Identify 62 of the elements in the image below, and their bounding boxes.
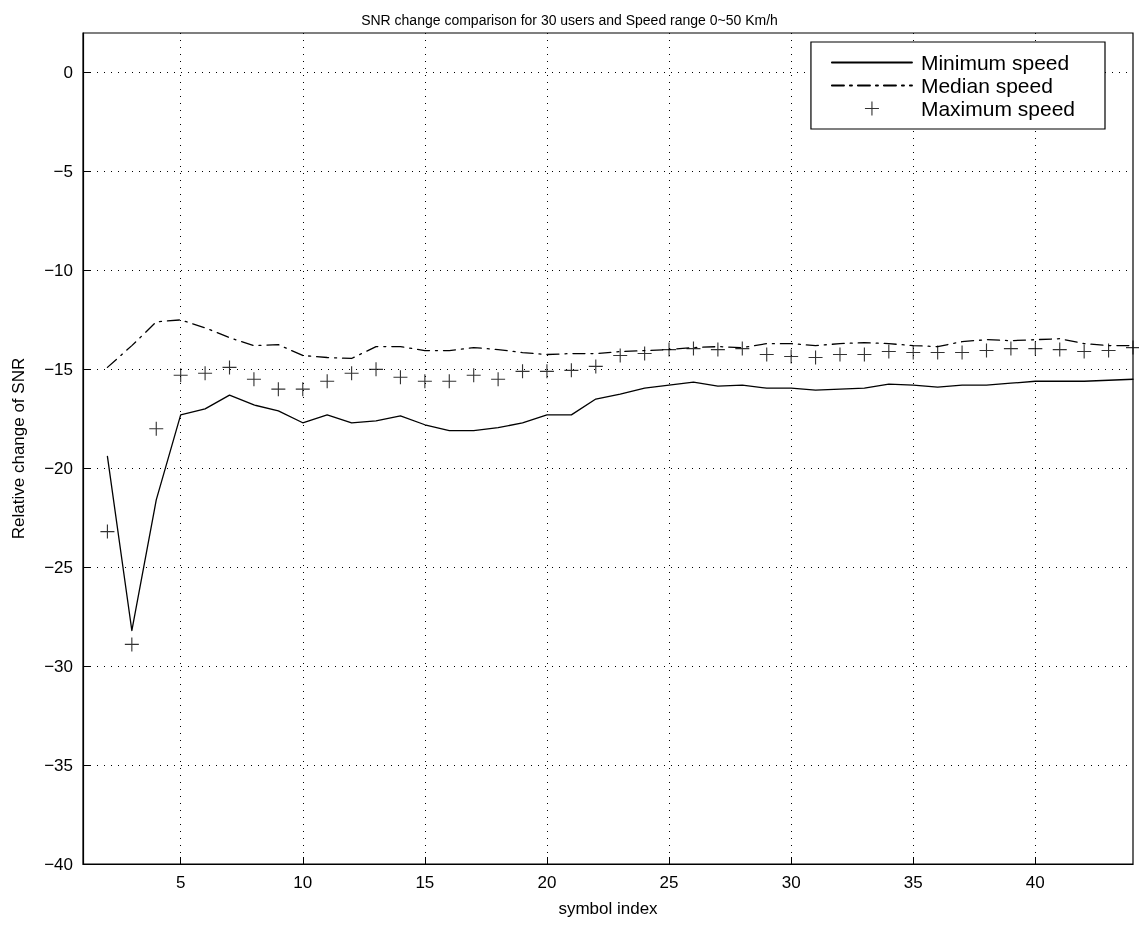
point — [369, 362, 384, 377]
point — [149, 421, 164, 436]
y-tick-label: −25 — [44, 557, 73, 577]
point — [198, 366, 213, 381]
legend-label: Median speed — [920, 74, 1053, 97]
point — [222, 360, 237, 375]
x-tick-label: 15 — [415, 873, 435, 892]
point — [1077, 344, 1092, 359]
point — [955, 345, 970, 360]
point — [539, 364, 554, 379]
point — [735, 341, 750, 356]
legend-label: Maximum speed — [920, 97, 1076, 120]
point — [393, 370, 408, 385]
point — [100, 524, 115, 539]
point — [1052, 342, 1067, 357]
point — [515, 364, 530, 379]
chart-title: SNR change comparison for 30 users and Speed range 0~50 Km/h — [361, 12, 778, 28]
point — [344, 366, 359, 381]
point — [173, 368, 188, 383]
point — [417, 374, 432, 389]
point — [662, 342, 677, 357]
x-axis-title: symbol index — [558, 899, 659, 918]
point — [466, 368, 481, 383]
point — [271, 382, 286, 397]
x-tick-label: 5 — [175, 873, 186, 892]
point — [295, 382, 310, 397]
point — [784, 349, 799, 364]
x-tick-label: 25 — [659, 873, 679, 892]
y-tick-label: −15 — [44, 359, 73, 379]
point — [857, 347, 872, 362]
y-axis-title: Relative change of SNR — [9, 357, 28, 540]
point — [588, 359, 603, 374]
y-tick-label: −20 — [44, 458, 73, 478]
y-tick-label: −10 — [44, 260, 73, 280]
x-tick-label: 40 — [1025, 873, 1045, 892]
point — [979, 343, 994, 358]
point — [124, 637, 139, 652]
point — [710, 342, 725, 357]
x-tick-label: 20 — [537, 873, 557, 892]
point — [832, 347, 847, 362]
y-tick-label: −35 — [44, 755, 73, 775]
y-tick-label: 0 — [63, 63, 73, 83]
point — [1028, 341, 1043, 356]
x-tick-label: 30 — [781, 873, 801, 892]
y-tick-label: −5 — [53, 162, 73, 181]
point — [808, 350, 823, 365]
point — [491, 372, 506, 387]
y-tick-label: −40 — [44, 854, 73, 874]
point — [320, 374, 335, 389]
point — [881, 344, 896, 359]
point — [906, 345, 921, 360]
x-tick-label: 35 — [903, 873, 923, 892]
legend-label: Minimum speed — [920, 51, 1070, 74]
y-tick-label: −30 — [44, 656, 73, 676]
point — [442, 374, 457, 389]
point — [564, 363, 579, 378]
point — [759, 347, 774, 362]
point — [613, 348, 628, 363]
point — [1126, 340, 1139, 355]
x-tick-label: 10 — [293, 873, 313, 892]
point — [246, 372, 261, 387]
point — [1003, 341, 1018, 356]
